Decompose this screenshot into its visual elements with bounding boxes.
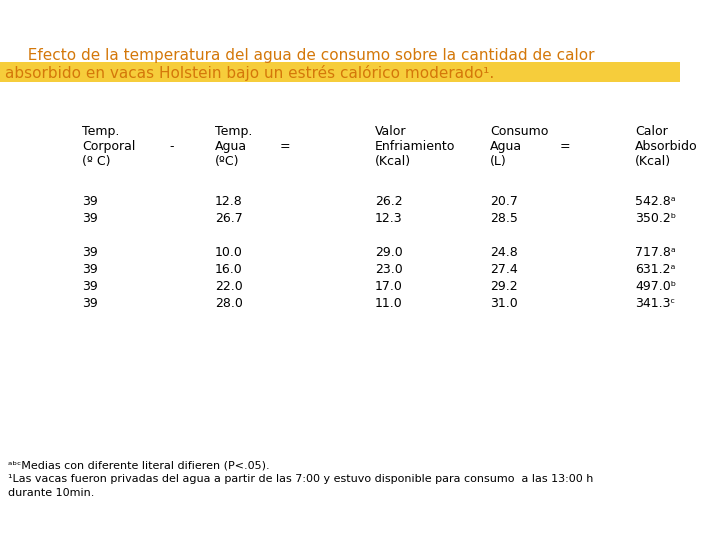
Text: 10.0: 10.0 (215, 246, 243, 259)
Text: 26.7: 26.7 (215, 212, 243, 225)
Text: Valor: Valor (375, 125, 407, 138)
Text: 27.4: 27.4 (490, 263, 518, 276)
Text: 39: 39 (82, 246, 98, 259)
Text: 29.0: 29.0 (375, 246, 402, 259)
Text: 16.0: 16.0 (215, 263, 243, 276)
Text: 39: 39 (82, 195, 98, 208)
Bar (0, 62, 680, 82)
Text: 29.2: 29.2 (490, 280, 518, 293)
Text: 17.0: 17.0 (375, 280, 403, 293)
Text: 350.2ᵇ: 350.2ᵇ (635, 212, 676, 225)
Text: 31.0: 31.0 (490, 297, 518, 310)
Text: 39: 39 (82, 263, 98, 276)
Text: Absorbido: Absorbido (635, 140, 698, 153)
Text: 12.8: 12.8 (215, 195, 243, 208)
Text: 26.2: 26.2 (375, 195, 402, 208)
Text: Consumo: Consumo (490, 125, 549, 138)
Text: =: = (559, 140, 570, 153)
Text: 28.0: 28.0 (215, 297, 243, 310)
Text: 542.8ᵃ: 542.8ᵃ (635, 195, 675, 208)
Text: 39: 39 (82, 212, 98, 225)
Text: 11.0: 11.0 (375, 297, 402, 310)
Text: Corporal: Corporal (82, 140, 135, 153)
Text: Agua: Agua (215, 140, 247, 153)
Text: (Kcal): (Kcal) (635, 155, 671, 168)
Text: Efecto de la temperatura del agua de consumo sobre la cantidad de calor: Efecto de la temperatura del agua de con… (18, 48, 595, 63)
Text: 24.8: 24.8 (490, 246, 518, 259)
Text: -: - (170, 140, 174, 153)
Text: (L): (L) (490, 155, 507, 168)
Text: Agua: Agua (490, 140, 522, 153)
Text: (ºC): (ºC) (215, 155, 240, 168)
Text: 39: 39 (82, 297, 98, 310)
Text: Temp.: Temp. (215, 125, 253, 138)
Text: 28.5: 28.5 (490, 212, 518, 225)
Text: 22.0: 22.0 (215, 280, 243, 293)
Text: 717.8ᵃ: 717.8ᵃ (635, 246, 676, 259)
Text: 12.3: 12.3 (375, 212, 402, 225)
Text: ¹Las vacas fueron privadas del agua a partir de las 7:00 y estuvo disponible par: ¹Las vacas fueron privadas del agua a pa… (8, 474, 593, 484)
Text: 39: 39 (82, 280, 98, 293)
Text: Calor: Calor (635, 125, 667, 138)
Text: Temp.: Temp. (82, 125, 120, 138)
Text: 341.3ᶜ: 341.3ᶜ (635, 297, 675, 310)
Text: 497.0ᵇ: 497.0ᵇ (635, 280, 676, 293)
Text: 20.7: 20.7 (490, 195, 518, 208)
Text: absorbido en vacas Holstein bajo un estrés calórico moderado¹.: absorbido en vacas Holstein bajo un estr… (5, 65, 494, 81)
Text: ᵃᵇᶜMedias con diferente literal difieren (P<.05).: ᵃᵇᶜMedias con diferente literal difieren… (8, 460, 269, 470)
Text: =: = (279, 140, 290, 153)
Text: (Kcal): (Kcal) (375, 155, 411, 168)
Text: durante 10min.: durante 10min. (8, 488, 94, 498)
Text: 23.0: 23.0 (375, 263, 402, 276)
Text: (º C): (º C) (82, 155, 110, 168)
Text: 631.2ᵃ: 631.2ᵃ (635, 263, 675, 276)
Text: Enfriamiento: Enfriamiento (375, 140, 455, 153)
